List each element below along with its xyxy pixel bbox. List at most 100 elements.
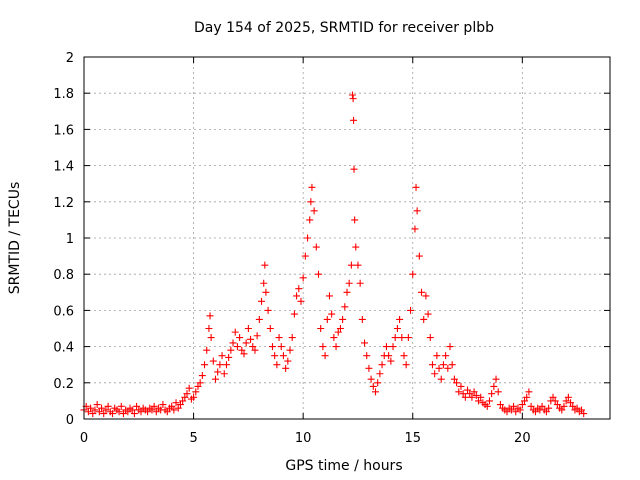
data-point (295, 285, 303, 293)
data-point (396, 315, 404, 323)
y-tick-label: 0.8 (53, 268, 74, 283)
y-tick-label: 1.2 (53, 196, 74, 211)
data-point (398, 334, 406, 342)
data-point (332, 343, 340, 351)
data-point (448, 361, 456, 369)
data-point (312, 243, 320, 251)
data-point (371, 388, 379, 396)
data-point (412, 183, 420, 191)
data-point (172, 399, 180, 407)
data-point (365, 364, 373, 372)
data-point (323, 315, 331, 323)
data-point (253, 332, 261, 340)
data-point (260, 279, 268, 287)
data-point (159, 401, 167, 409)
x-tick-label: 20 (514, 431, 531, 446)
data-point (510, 402, 518, 410)
data-point (418, 288, 426, 296)
data-point (525, 388, 533, 396)
data-point (179, 397, 187, 405)
data-point (130, 410, 138, 418)
data-point (286, 346, 294, 354)
data-point (420, 315, 428, 323)
data-point (350, 116, 358, 124)
data-point (255, 315, 263, 323)
data-point (168, 402, 176, 410)
data-point (117, 402, 125, 410)
data-point (115, 408, 123, 416)
data-point (205, 325, 213, 332)
data-point (304, 234, 312, 242)
data-point (488, 390, 496, 398)
data-point (196, 379, 204, 387)
data-point (569, 402, 577, 410)
data-point (84, 408, 92, 416)
data-point (409, 270, 417, 278)
data-point (293, 292, 301, 300)
data-point (87, 404, 95, 412)
data-point (347, 261, 355, 269)
data-point (389, 343, 397, 351)
data-point (503, 408, 511, 416)
data-point (148, 406, 156, 414)
data-point (549, 393, 557, 401)
data-point (523, 393, 531, 401)
data-point (207, 334, 215, 342)
data-point (174, 404, 182, 412)
data-point (437, 375, 445, 383)
data-point (181, 393, 189, 401)
data-point (225, 353, 233, 361)
data-point (233, 343, 241, 351)
chart-title: Day 154 of 2025, SRMTID for receiver plb… (194, 20, 494, 36)
data-point (299, 274, 307, 282)
data-point (527, 402, 535, 410)
data-point (361, 339, 369, 347)
data-point (330, 334, 338, 342)
grid (84, 57, 610, 419)
data-point (98, 404, 106, 412)
y-tick-label: 1.6 (53, 123, 74, 138)
y-tick-label: 1.8 (53, 87, 74, 102)
data-point (551, 397, 559, 405)
data-point (216, 361, 224, 369)
data-point (477, 393, 485, 401)
data-point (261, 261, 269, 269)
data-point (385, 352, 393, 360)
data-point (310, 207, 318, 215)
data-point (284, 357, 292, 365)
x-tick-label: 15 (404, 431, 421, 446)
data-point (297, 297, 305, 305)
data-point (507, 406, 515, 414)
data-point (238, 346, 246, 354)
data-point (190, 393, 198, 401)
data-point (240, 350, 248, 358)
data-point (560, 402, 568, 410)
data-point (354, 261, 362, 269)
data-point (492, 375, 500, 383)
data-point (321, 352, 329, 360)
data-point (439, 361, 447, 369)
data-point (516, 406, 524, 414)
data-point (351, 216, 359, 224)
data-point (512, 408, 520, 416)
data-point (446, 343, 454, 351)
data-point (483, 402, 491, 410)
data-point (475, 397, 482, 405)
data-point (472, 391, 480, 399)
data-point (431, 370, 439, 378)
data-point (231, 328, 239, 336)
y-tick-label: 0.4 (53, 341, 74, 356)
data-point (227, 346, 235, 354)
data-point (137, 408, 145, 416)
data-point (108, 410, 116, 418)
data-point (307, 198, 315, 206)
y-tick-label: 1.4 (53, 160, 74, 175)
y-tick-label: 0.6 (53, 304, 74, 319)
data-point (363, 352, 371, 360)
data-point (273, 361, 281, 369)
data-point (236, 334, 244, 342)
data-point (521, 397, 529, 405)
data-point (422, 292, 430, 300)
data-point (315, 270, 323, 278)
y-tick-label: 1 (66, 232, 74, 247)
